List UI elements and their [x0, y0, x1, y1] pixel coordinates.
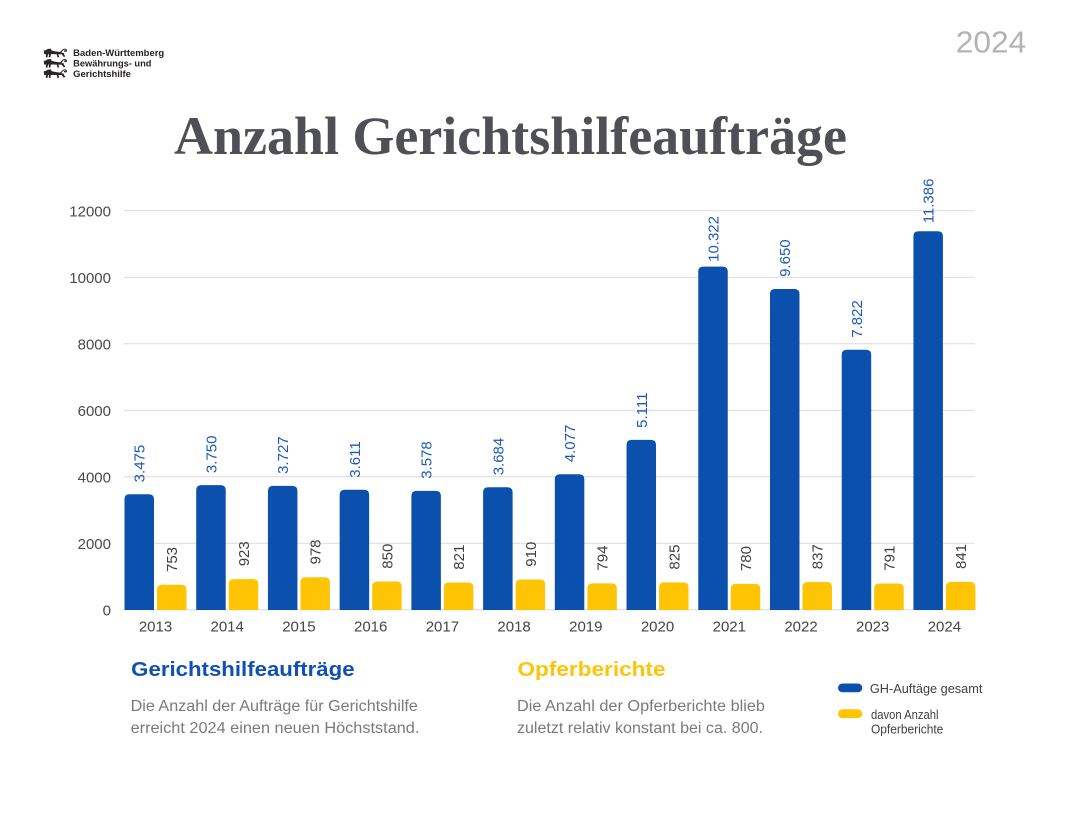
svg-text:821: 821	[451, 545, 468, 570]
svg-text:11.386: 11.386	[921, 179, 938, 224]
svg-text:2020: 2020	[641, 619, 674, 636]
svg-text:davon Anzahl: davon Anzahl	[871, 707, 939, 722]
svg-text:841: 841	[953, 544, 970, 569]
svg-text:GH-Auftäge gesamt: GH-Auftäge gesamt	[870, 681, 983, 696]
svg-text:2013: 2013	[139, 619, 172, 636]
svg-text:3.684: 3.684	[490, 438, 507, 476]
svg-text:12000: 12000	[69, 203, 111, 220]
svg-text:910: 910	[523, 542, 540, 567]
svg-text:10000: 10000	[69, 270, 111, 287]
svg-text:8000: 8000	[78, 336, 111, 353]
svg-text:794: 794	[595, 546, 612, 571]
svg-text:3.578: 3.578	[419, 441, 436, 479]
svg-text:923: 923	[236, 541, 253, 566]
svg-text:3.750: 3.750	[203, 436, 220, 474]
svg-text:2016: 2016	[354, 619, 387, 636]
svg-text:2018: 2018	[497, 619, 530, 636]
svg-text:825: 825	[666, 545, 683, 570]
svg-text:3.475: 3.475	[132, 445, 149, 483]
svg-text:2017: 2017	[426, 619, 459, 636]
svg-text:2024: 2024	[956, 25, 1027, 60]
svg-text:erreicht 2024 einen neuen Höch: erreicht 2024 einen neuen Höchststand.	[131, 720, 420, 737]
svg-text:837: 837	[810, 544, 827, 569]
svg-text:2022: 2022	[784, 619, 817, 636]
svg-text:Die Anzahl der Opferberichte b: Die Anzahl der Opferberichte blieb	[517, 698, 765, 715]
svg-text:Anzahl Gerichtshilfeaufträge: Anzahl Gerichtshilfeaufträge	[174, 106, 847, 166]
svg-text:0: 0	[103, 602, 111, 619]
svg-text:753: 753	[164, 547, 181, 572]
svg-text:791: 791	[881, 546, 898, 571]
svg-text:7.822: 7.822	[849, 300, 866, 338]
svg-text:4.077: 4.077	[562, 425, 579, 463]
svg-text:Bewährungs- und: Bewährungs- und	[73, 58, 151, 68]
svg-text:zuletzt relativ konstant bei c: zuletzt relativ konstant bei ca. 800.	[517, 720, 763, 737]
svg-text:Die Anzahl der Aufträge für Ge: Die Anzahl der Aufträge für Gerichtshilf…	[131, 698, 418, 715]
svg-text:2023: 2023	[856, 619, 889, 636]
svg-text:Baden-Württemberg: Baden-Württemberg	[73, 48, 164, 58]
svg-text:9.650: 9.650	[777, 239, 794, 277]
svg-text:2015: 2015	[282, 619, 315, 636]
svg-text:850: 850	[379, 544, 396, 569]
svg-text:6000: 6000	[78, 403, 111, 420]
svg-text:Opferberichte: Opferberichte	[518, 658, 666, 681]
svg-text:5.111: 5.111	[634, 393, 651, 428]
svg-text:978: 978	[308, 539, 325, 564]
svg-text:2000: 2000	[78, 536, 111, 553]
svg-text:Opferberichte: Opferberichte	[871, 721, 943, 736]
svg-text:2014: 2014	[211, 619, 244, 636]
svg-text:3.611: 3.611	[347, 441, 364, 477]
svg-text:2024: 2024	[928, 619, 961, 636]
svg-text:2021: 2021	[713, 619, 746, 636]
svg-text:Gerichtshilfe: Gerichtshilfe	[73, 69, 131, 79]
svg-text:2019: 2019	[569, 619, 602, 636]
svg-text:Gerichtshilfeaufträge: Gerichtshilfeaufträge	[131, 658, 354, 681]
svg-text:780: 780	[738, 546, 755, 571]
svg-text:10.322: 10.322	[706, 216, 723, 262]
svg-text:4000: 4000	[78, 469, 111, 486]
svg-text:3.727: 3.727	[275, 436, 292, 474]
